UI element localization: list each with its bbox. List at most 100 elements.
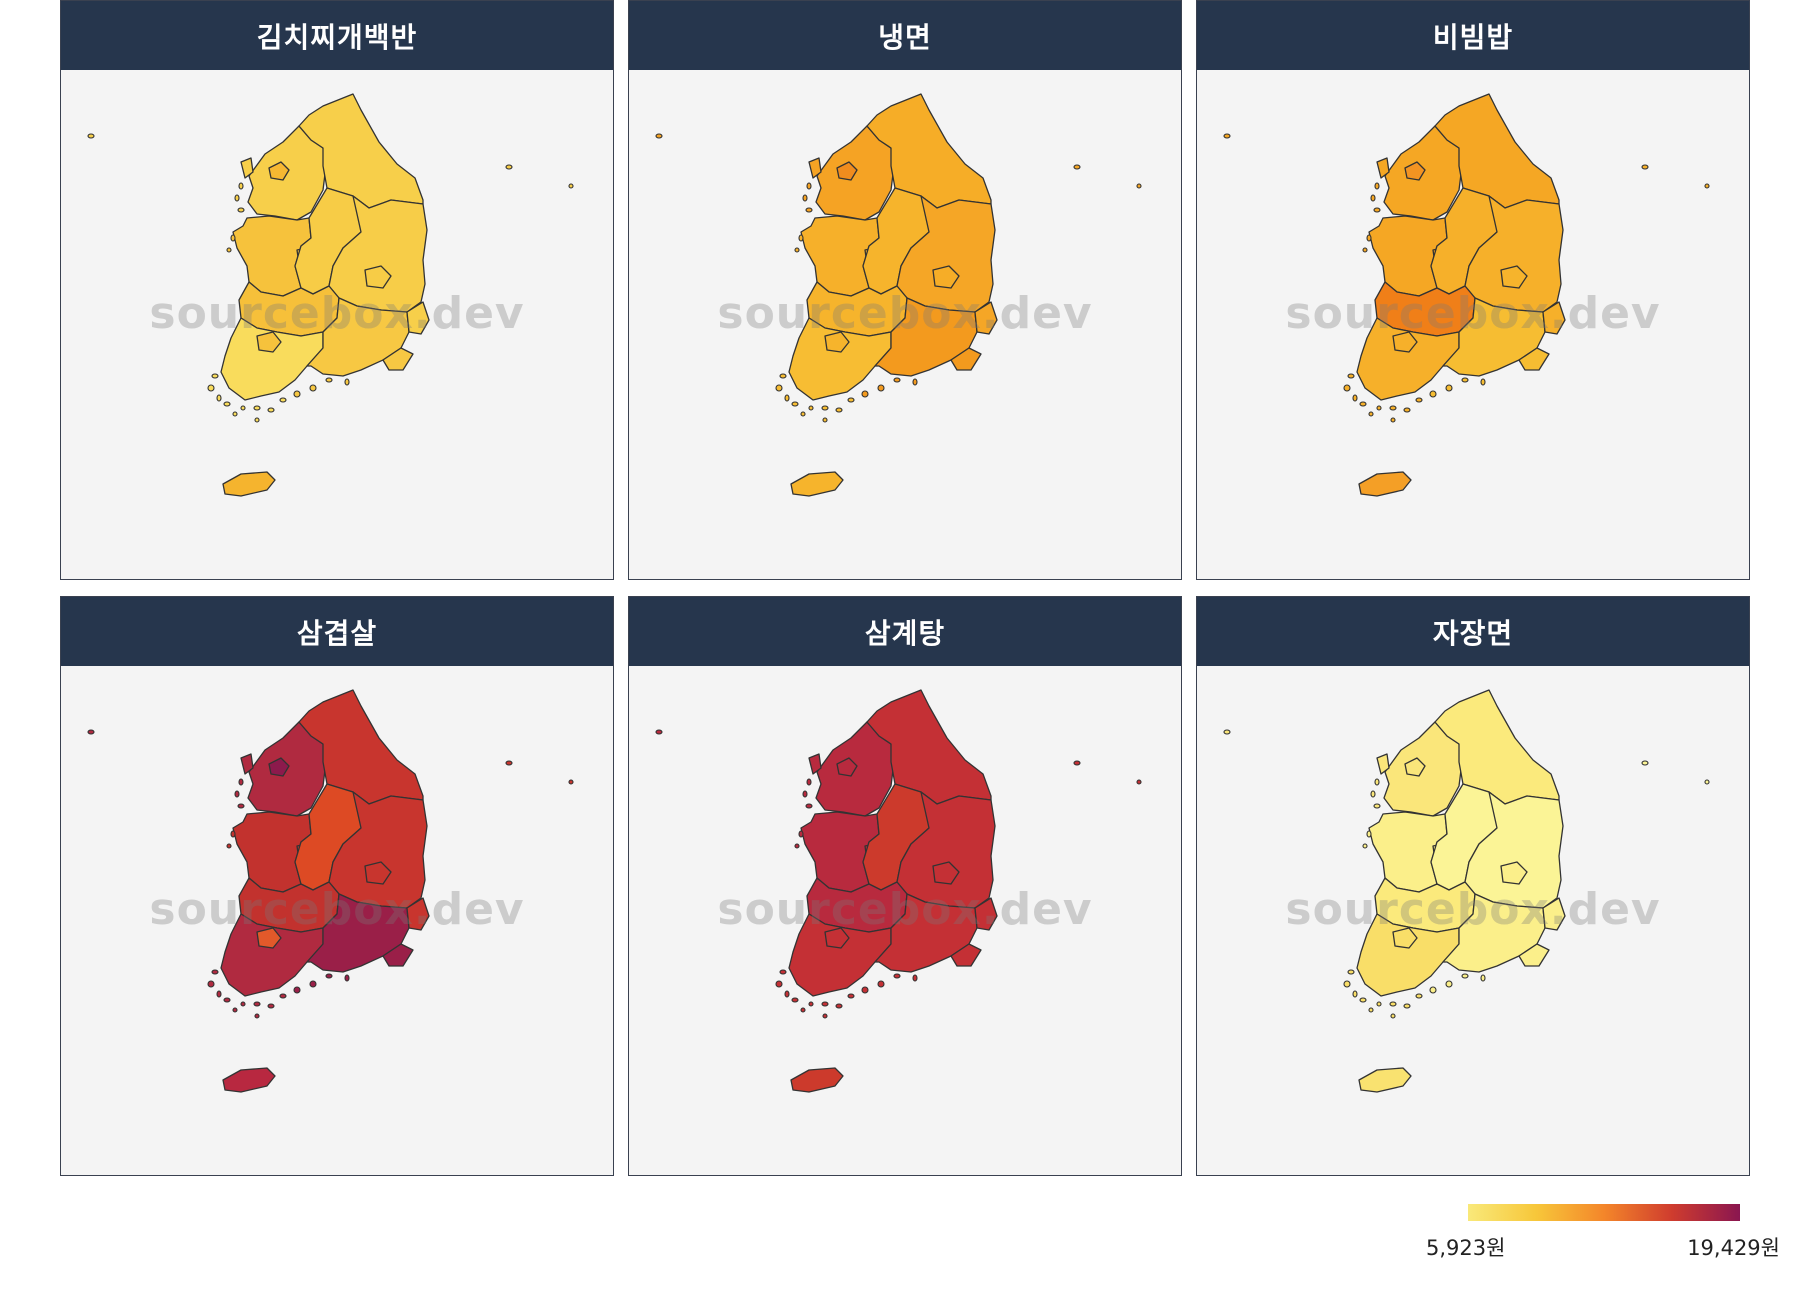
island-incheon [87, 729, 95, 735]
region-busan[interactable] [1518, 347, 1550, 371]
region-gwangju[interactable] [824, 331, 850, 353]
region-seoul[interactable] [268, 757, 290, 777]
island-gyeongbuk [1641, 164, 1649, 170]
region-incheon[interactable] [240, 157, 254, 179]
region-ulsan[interactable] [974, 897, 998, 931]
region-jeju[interactable] [222, 1067, 276, 1093]
island-incheon [1223, 729, 1231, 735]
region-seoul[interactable] [836, 161, 858, 181]
island-jeonnam [775, 384, 783, 392]
region-busan[interactable] [382, 943, 414, 967]
island-gyeongnam [877, 980, 885, 988]
region-jeju[interactable] [790, 471, 844, 497]
region-seoul[interactable] [268, 161, 290, 181]
island-chungnam [1362, 247, 1368, 253]
region-jeonnam[interactable] [1356, 317, 1460, 401]
island-gyeongnam [1480, 378, 1486, 386]
region-jeju[interactable] [1358, 471, 1412, 497]
island-gyeongnam [861, 986, 869, 994]
region-busan[interactable] [950, 347, 982, 371]
region-gwangju[interactable] [1392, 927, 1418, 949]
island-gyeongnam [1445, 980, 1453, 988]
island-chungnam [794, 247, 800, 253]
island-incheon [806, 182, 812, 190]
region-daegu[interactable] [932, 265, 960, 289]
region-gangwon[interactable] [866, 689, 992, 805]
region-incheon[interactable] [808, 753, 822, 775]
region-ulsan[interactable] [406, 897, 430, 931]
region-incheon[interactable] [240, 753, 254, 775]
region-gangwon[interactable] [298, 93, 424, 209]
island-gyeongbuk [505, 164, 513, 170]
island-jeonnam [1343, 384, 1351, 392]
island-incheon [234, 790, 240, 798]
region-daegu[interactable] [932, 861, 960, 885]
region-busan[interactable] [382, 347, 414, 371]
region-jeonnam[interactable] [220, 317, 324, 401]
island-chungnam [230, 830, 236, 838]
island-jeonnam [1352, 394, 1358, 402]
island-jeonnam [822, 1013, 828, 1019]
region-seoul[interactable] [1404, 161, 1426, 181]
island-jeonnam [1389, 405, 1397, 411]
region-busan[interactable] [1518, 943, 1550, 967]
region-gwangju[interactable] [1392, 331, 1418, 353]
island-jeonnam [800, 1007, 806, 1013]
island-gyeongnam [1445, 384, 1453, 392]
island-jeonnam [779, 969, 787, 975]
region-jeonnam[interactable] [1356, 913, 1460, 997]
island-jeonnam [254, 1013, 260, 1019]
region-busan[interactable] [950, 943, 982, 967]
island-chungnam [230, 234, 236, 242]
region-gwangju[interactable] [256, 331, 282, 353]
island-chungnam [794, 843, 800, 849]
color-scale-legend: 5,923원 19,429원 [1420, 1198, 1780, 1268]
island-jeonnam [279, 993, 287, 999]
region-ulsan[interactable] [1542, 301, 1566, 335]
region-daegu[interactable] [364, 861, 392, 885]
region-incheon[interactable] [808, 157, 822, 179]
island-jeonnam [784, 394, 790, 402]
region-daegu[interactable] [364, 265, 392, 289]
region-jeju[interactable] [790, 1067, 844, 1093]
region-incheon[interactable] [1376, 753, 1390, 775]
region-gwangju[interactable] [256, 927, 282, 949]
island-gyeongnam [861, 390, 869, 398]
island-incheon [802, 194, 808, 202]
island-jeonnam [1359, 401, 1367, 407]
island-jeonnam [253, 405, 261, 411]
island-chungnam [798, 830, 804, 838]
korea-map: sourcebox.dev [629, 70, 1181, 579]
island-gyeongnam [912, 974, 918, 982]
region-ulsan[interactable] [1542, 897, 1566, 931]
region-jeonnam[interactable] [220, 913, 324, 997]
region-gangwon[interactable] [866, 93, 992, 209]
region-daegu[interactable] [1500, 861, 1528, 885]
island-jeonnam [240, 405, 246, 411]
region-jeju[interactable] [1358, 1067, 1412, 1093]
region-gangwon[interactable] [1434, 689, 1560, 805]
island-gyeongbuk [1073, 760, 1081, 766]
region-gangwon[interactable] [1434, 93, 1560, 209]
island-jeonnam [1376, 405, 1382, 411]
island-jeonnam [1368, 1007, 1374, 1013]
region-jeonnam[interactable] [788, 317, 892, 401]
region-ulsan[interactable] [406, 301, 430, 335]
region-jeonnam[interactable] [788, 913, 892, 997]
region-ulsan[interactable] [974, 301, 998, 335]
region-gangwon[interactable] [298, 689, 424, 805]
island-gyeongnam [344, 378, 350, 386]
island-jeonnam [1390, 417, 1396, 423]
region-daegu[interactable] [1500, 265, 1528, 289]
region-gwangju[interactable] [824, 927, 850, 949]
region-seoul[interactable] [836, 757, 858, 777]
map-panel: 김치찌개백반 sourcebox.dev [60, 0, 614, 580]
island-incheon [806, 778, 812, 786]
region-jeju[interactable] [222, 471, 276, 497]
island-gyeongnam [325, 973, 333, 979]
korea-map: sourcebox.dev [61, 70, 613, 579]
island-jeonnam [1415, 993, 1423, 999]
region-incheon[interactable] [1376, 157, 1390, 179]
island-chungnam [1366, 234, 1372, 242]
region-seoul[interactable] [1404, 757, 1426, 777]
